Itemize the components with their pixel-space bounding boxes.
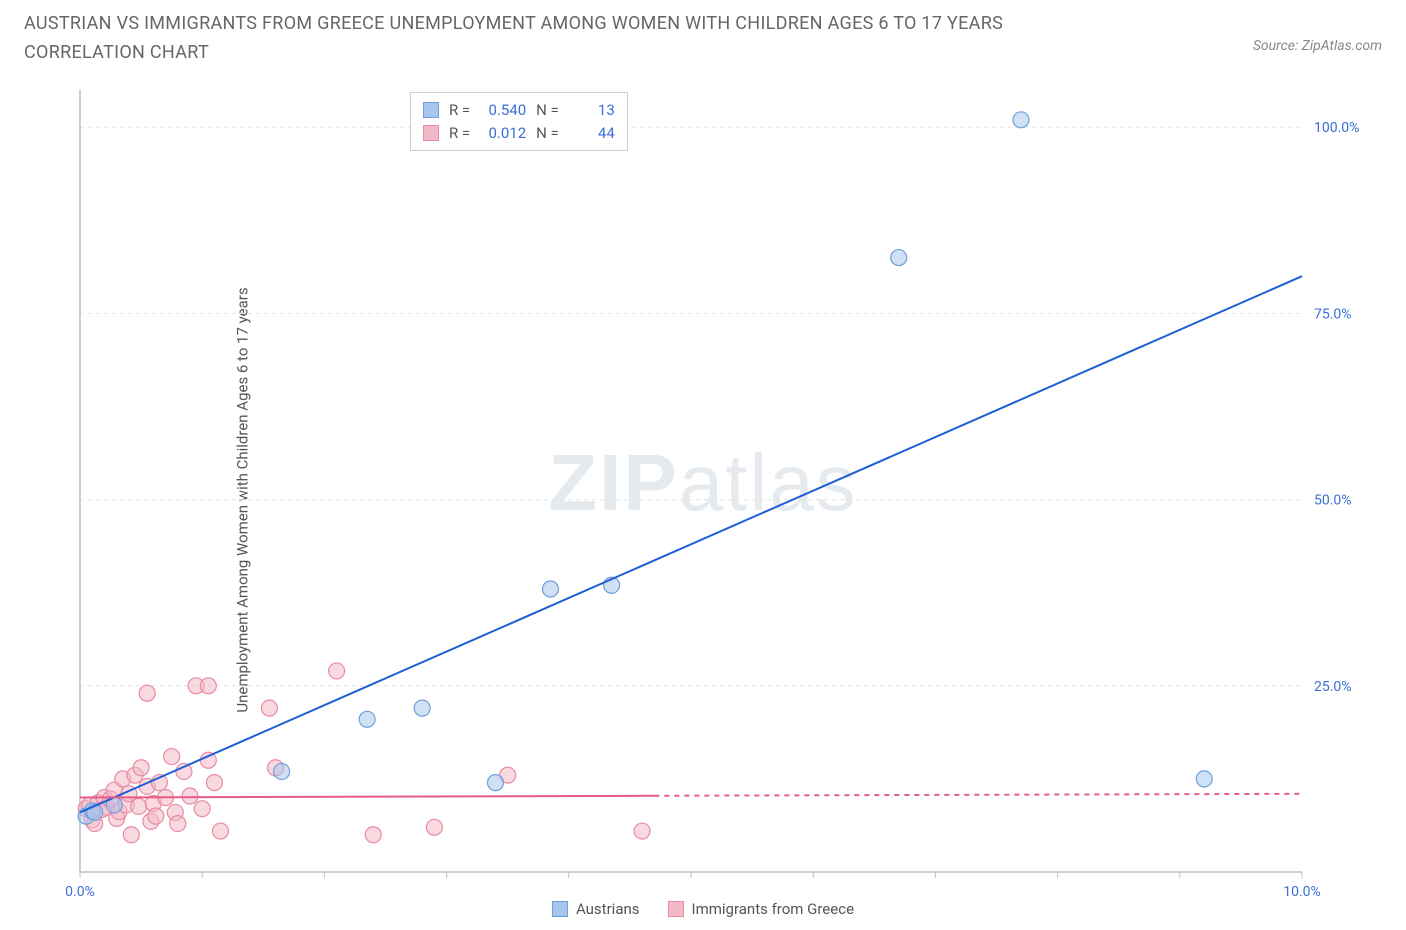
legend-item-austrians: Austrians: [552, 900, 640, 918]
stats-r-value: 0.012: [480, 122, 526, 145]
legend: Austrians Immigrants from Greece: [552, 900, 854, 918]
chart-title: AUSTRIAN VS IMMIGRANTS FROM GREECE UNEMP…: [24, 10, 1124, 68]
svg-text:100.0%: 100.0%: [1314, 120, 1359, 136]
stats-n-label: N =: [536, 99, 559, 122]
stats-row: R = 0.540 N = 13: [423, 99, 615, 122]
legend-swatch-greece: [668, 901, 684, 917]
stats-row: R = 0.012 N = 44: [423, 122, 615, 145]
source-attribution: Source: ZipAtlas.com: [1253, 10, 1382, 54]
legend-label-austrians: Austrians: [576, 900, 640, 918]
legend-label-greece: Immigrants from Greece: [692, 900, 855, 918]
stats-swatch: [423, 125, 439, 141]
stats-n-value: 13: [569, 99, 615, 122]
stats-box: R = 0.540 N = 13 R = 0.012 N = 44: [410, 92, 628, 151]
legend-item-greece: Immigrants from Greece: [668, 900, 855, 918]
stats-r-label: R =: [449, 122, 470, 145]
stats-swatch: [423, 102, 439, 118]
chart-container: Unemployment Among Women with Children A…: [24, 80, 1382, 920]
svg-text:10.0%: 10.0%: [1283, 884, 1321, 900]
stats-r-label: R =: [449, 99, 470, 122]
svg-text:50.0%: 50.0%: [1314, 493, 1352, 509]
svg-text:0.0%: 0.0%: [65, 884, 95, 900]
svg-text:75.0%: 75.0%: [1314, 306, 1352, 322]
legend-swatch-austrians: [552, 901, 568, 917]
scatter-plot: 25.0% 50.0% 75.0% 100.0% 0.0% 10.0%: [24, 80, 1382, 920]
stats-n-label: N =: [536, 122, 559, 145]
stats-r-value: 0.540: [480, 99, 526, 122]
stats-n-value: 44: [569, 122, 615, 145]
svg-text:25.0%: 25.0%: [1314, 679, 1352, 695]
